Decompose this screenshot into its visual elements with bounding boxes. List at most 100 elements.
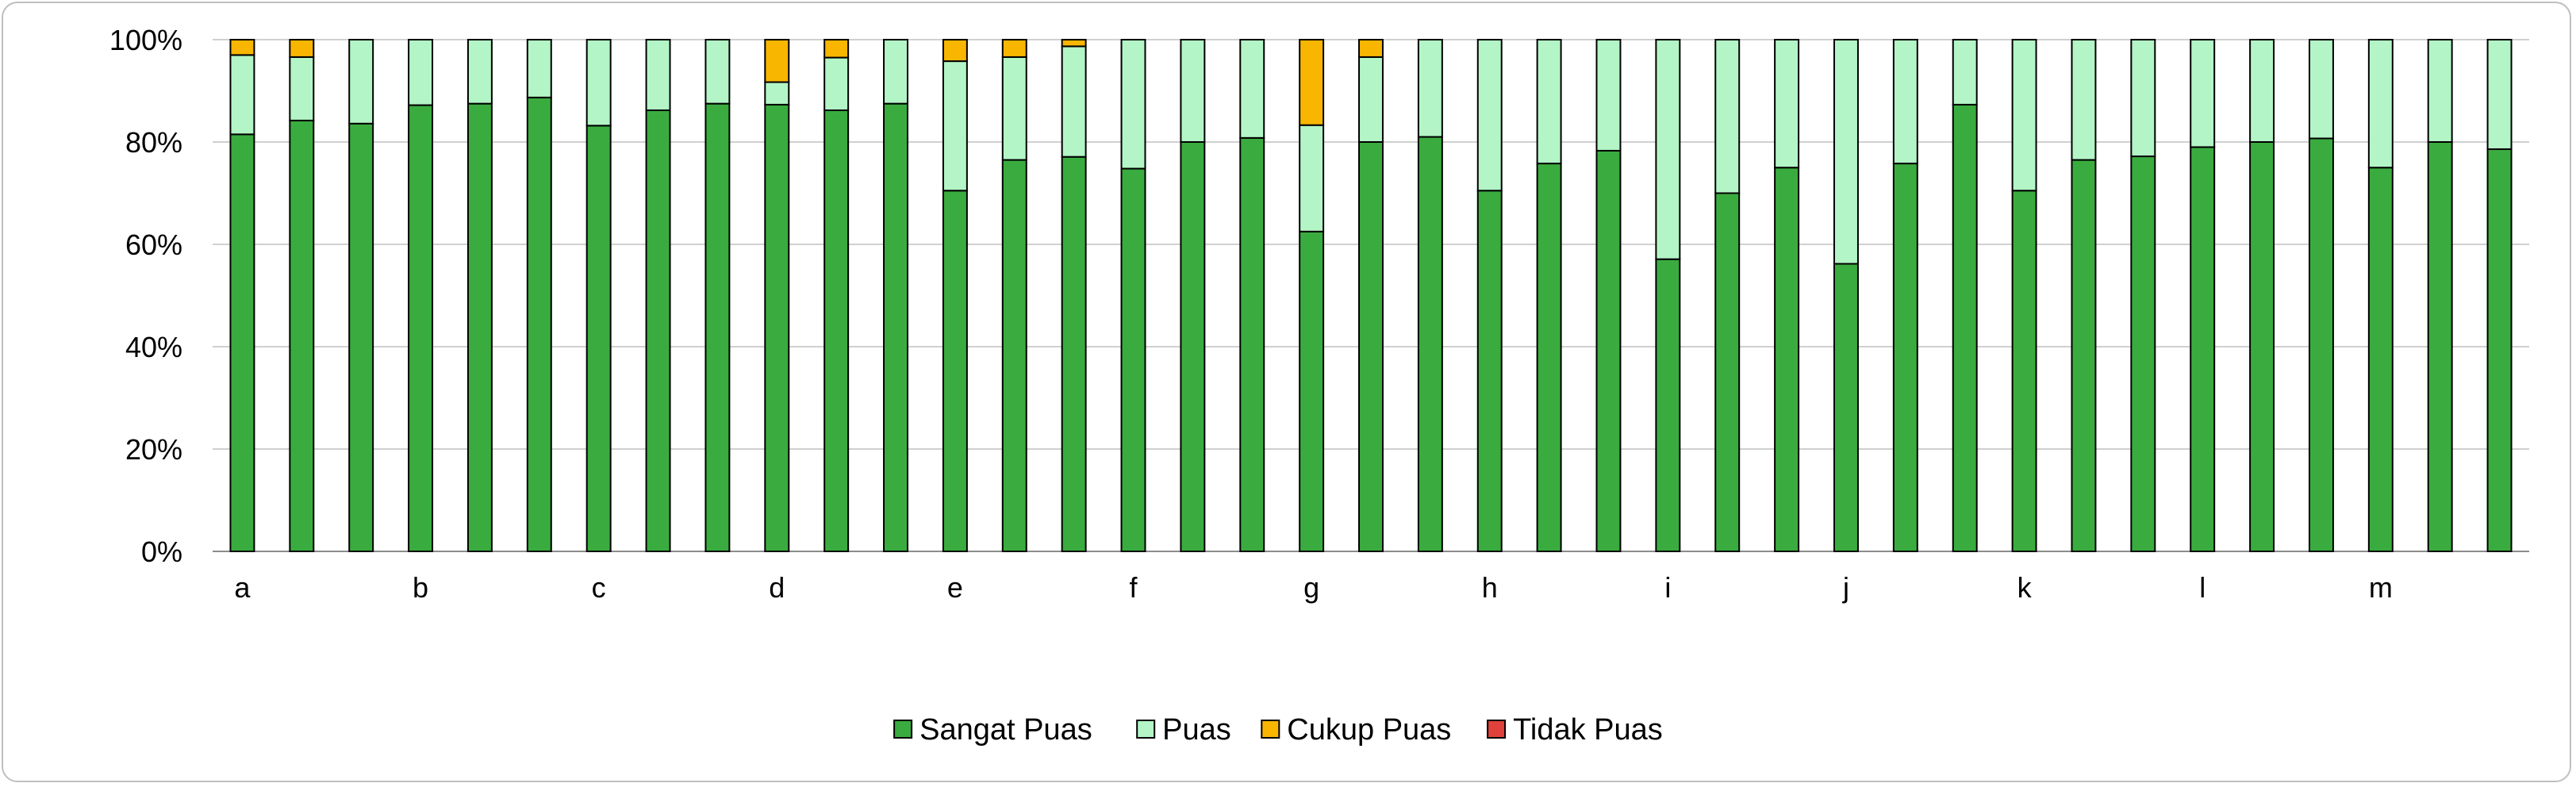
bar-segment xyxy=(823,56,850,112)
x-tick-label: m xyxy=(2369,571,2393,604)
bar-segment xyxy=(289,119,315,553)
bar-segment xyxy=(704,39,731,105)
x-tick-label: k xyxy=(2017,571,2033,604)
bar-segment xyxy=(2308,39,2334,140)
x-tick-label: i xyxy=(1664,571,1671,604)
bar-segment xyxy=(289,39,315,58)
bar-segment xyxy=(1774,39,1800,169)
legend-swatch xyxy=(893,720,913,739)
bar-segment xyxy=(883,39,908,105)
bars xyxy=(229,39,2513,553)
bar-segment xyxy=(1595,149,1622,552)
bar-segment xyxy=(1001,39,1027,58)
bar-segment xyxy=(2308,137,2334,553)
bar-segment xyxy=(1476,39,1503,192)
legend-label: Puas xyxy=(1162,713,1231,747)
x-axis-ticks: a b c d e f g h i j k l m xyxy=(234,571,2392,604)
bar-segment xyxy=(2071,159,2097,552)
bar-segment xyxy=(2427,39,2453,143)
bar-segment xyxy=(2367,39,2394,169)
x-tick-label: c xyxy=(592,571,606,604)
bar-segment xyxy=(229,54,255,136)
bar-segment xyxy=(466,102,493,552)
bar-segment xyxy=(645,39,671,112)
bar-segment xyxy=(1595,39,1622,152)
bar-segment xyxy=(764,81,790,106)
y-tick-label: 20% xyxy=(125,433,182,466)
bar-segment xyxy=(2130,155,2156,552)
bar-segment xyxy=(942,60,968,192)
bar-segment xyxy=(1655,39,1681,260)
bar-segment xyxy=(942,190,968,552)
x-tick-label: b xyxy=(413,571,428,604)
bar-segment xyxy=(1120,39,1146,170)
bar-segment xyxy=(1892,39,1918,165)
y-tick-label: 40% xyxy=(125,331,182,363)
x-tick-label: j xyxy=(1842,571,1849,604)
bar-segment xyxy=(2367,167,2394,552)
bar-segment xyxy=(1001,56,1027,161)
bar-segment xyxy=(823,39,850,59)
bar-segment xyxy=(1299,124,1325,232)
x-tick-label: l xyxy=(2199,571,2206,604)
bar-segment xyxy=(1061,39,1087,48)
bar-segment xyxy=(408,39,434,106)
bar-segment xyxy=(1892,163,1918,552)
bar-segment xyxy=(2486,39,2513,151)
bar-segment xyxy=(289,56,315,121)
bar-segment xyxy=(2130,39,2156,158)
bar-segment xyxy=(1180,39,1206,143)
bar-segment xyxy=(1833,39,1859,265)
bar-segment xyxy=(704,102,731,552)
legend-swatch xyxy=(1136,720,1156,739)
bar-segment xyxy=(883,102,908,552)
y-tick-label: 60% xyxy=(125,228,182,261)
bar-segment xyxy=(2071,39,2097,161)
bar-segment xyxy=(1417,136,1443,553)
bar-segment xyxy=(526,96,552,552)
bar-segment xyxy=(1536,163,1562,552)
bar-segment xyxy=(466,39,493,105)
bar-segment xyxy=(1239,39,1265,139)
bar-segment xyxy=(1120,167,1146,552)
bar-segment xyxy=(1358,39,1384,58)
x-tick-label: f xyxy=(1130,571,1138,604)
bar-segment xyxy=(1952,39,1978,106)
bar-segment xyxy=(585,39,612,127)
x-tick-label: g xyxy=(1303,571,1319,604)
bar-segment xyxy=(1536,39,1562,165)
bar-segment xyxy=(1061,155,1087,553)
bar-segment xyxy=(408,104,434,552)
bar-segment xyxy=(1476,190,1503,552)
bar-segment xyxy=(1001,159,1027,552)
bar-segment xyxy=(645,109,671,552)
legend-swatch xyxy=(1261,720,1280,739)
bar-segment xyxy=(1299,230,1325,552)
bar-segment xyxy=(348,122,374,552)
bar-segment xyxy=(1833,263,1859,552)
bar-segment xyxy=(764,39,790,83)
y-tick-label: 100% xyxy=(109,24,182,56)
bar-segment xyxy=(1714,192,1741,552)
y-tick-label: 0% xyxy=(141,536,182,568)
bar-segment xyxy=(1239,136,1265,552)
legend-label: Cukup Puas xyxy=(1287,713,1451,747)
legend-label: Tidak Puas xyxy=(1513,713,1663,747)
bar-segment xyxy=(1774,167,1800,552)
bar-segment xyxy=(942,39,968,63)
bar-segment xyxy=(1952,103,1978,553)
bar-segment xyxy=(2249,141,2275,552)
bar-segment xyxy=(2486,148,2513,552)
bar-segment xyxy=(229,133,255,552)
bar-segment xyxy=(2427,141,2453,552)
bar-segment xyxy=(2190,146,2216,552)
x-tick-label: d xyxy=(769,571,785,604)
bar-segment xyxy=(526,39,552,98)
bar-segment xyxy=(1061,45,1087,158)
legend-label: Sangat Puas xyxy=(919,713,1092,747)
bar-segment xyxy=(2011,190,2037,552)
bar-segment xyxy=(1714,39,1741,194)
bar-segment xyxy=(2249,39,2275,143)
bar-segment xyxy=(1358,56,1384,143)
